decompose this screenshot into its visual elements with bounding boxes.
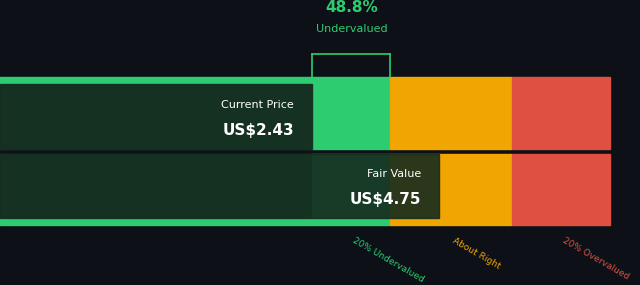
Text: US$2.43: US$2.43 [223, 123, 294, 138]
Text: About Right: About Right [451, 236, 502, 271]
Text: Current Price: Current Price [221, 100, 294, 110]
Bar [390, 154, 513, 218]
Bar [0, 77, 312, 84]
Text: Undervalued: Undervalued [316, 25, 387, 34]
Bar [312, 218, 390, 225]
Text: Fair Value: Fair Value [367, 169, 421, 179]
Text: US$4.75: US$4.75 [349, 192, 421, 207]
Bar [390, 77, 513, 84]
Text: 20% Undervalued: 20% Undervalued [351, 236, 426, 285]
Bar [312, 154, 390, 218]
Bar [0, 154, 312, 218]
Bar [0, 84, 312, 149]
Bar [390, 218, 513, 225]
Bar [513, 218, 610, 225]
Bar [513, 77, 610, 84]
Text: 48.8%: 48.8% [325, 0, 378, 15]
Bar [513, 84, 610, 149]
Bar [390, 84, 513, 149]
Bar [0, 154, 439, 218]
Bar [513, 154, 610, 218]
Bar [0, 218, 312, 225]
Bar [312, 77, 390, 84]
Bar [312, 84, 390, 149]
Bar [0, 84, 312, 149]
Text: 20% Overvalued: 20% Overvalued [561, 236, 631, 282]
